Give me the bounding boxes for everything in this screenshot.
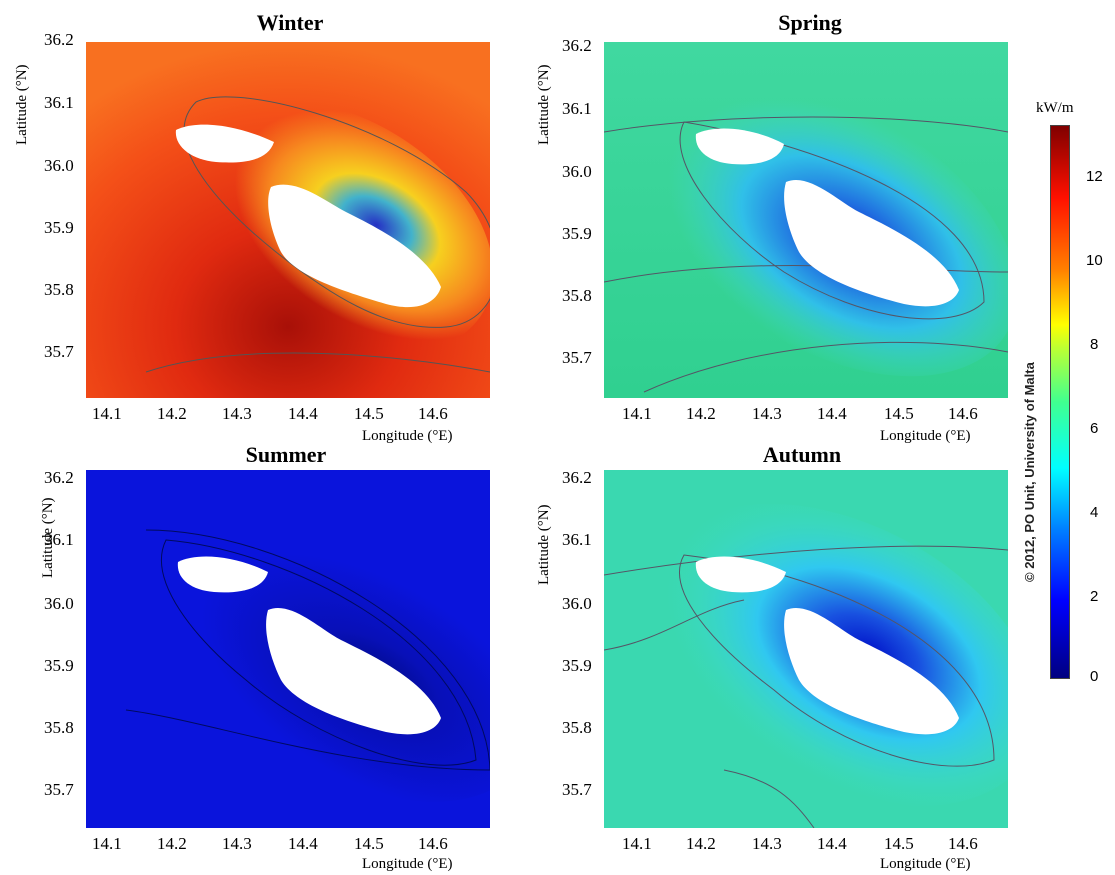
x-tick: 14.2: [686, 834, 716, 853]
colorbar: [1050, 125, 1070, 679]
y-tick: 35.8: [44, 280, 74, 299]
colorbar-tick: 2: [1090, 588, 1099, 605]
x-tick: 14.4: [288, 404, 318, 423]
panel-title-autumn: Autumn: [762, 442, 842, 467]
x-axis-label-autumn: Longitude (°E): [880, 856, 971, 872]
y-tick: 36.0: [44, 594, 74, 613]
x-tick: 14.5: [354, 834, 384, 853]
y-tick: 36.1: [44, 530, 74, 549]
y-tick: 36.0: [44, 156, 74, 175]
x-tick: 14.6: [418, 404, 448, 423]
y-tick: 36.2: [562, 36, 592, 55]
x-tick: 14.5: [354, 404, 384, 423]
y-tick: 36.1: [44, 93, 74, 112]
y-tick: 36.1: [562, 99, 592, 118]
x-axis-label-winter: Longitude (°E): [362, 428, 453, 444]
colorbar-tick: 0: [1090, 668, 1099, 685]
y-tick: 35.7: [44, 342, 74, 361]
y-tick: 36.0: [562, 594, 592, 613]
x-tick: 14.1: [92, 834, 122, 853]
y-tick: 35.7: [562, 348, 592, 367]
y-tick: 36.1: [562, 530, 592, 549]
x-axis-label-summer: Longitude (°E): [362, 856, 453, 872]
x-tick: 14.5: [884, 834, 914, 853]
x-tick: 14.4: [817, 834, 847, 853]
map-spring: [604, 42, 1008, 398]
y-tick: 35.9: [562, 224, 592, 243]
x-tick: 14.6: [948, 404, 978, 423]
panel-title-summer: Summer: [245, 442, 327, 467]
y-tick: 36.0: [562, 162, 592, 181]
x-tick: 14.4: [817, 404, 847, 423]
y-tick: 36.2: [44, 468, 74, 487]
x-tick: 14.2: [157, 834, 187, 853]
y-tick: 35.7: [44, 780, 74, 799]
x-tick: 14.3: [222, 834, 252, 853]
x-tick: 14.3: [752, 404, 782, 423]
panel-title-spring: Spring: [778, 10, 842, 35]
x-tick: 14.3: [752, 834, 782, 853]
panel-title-winter: Winter: [256, 10, 324, 35]
copyright-credit: © 2012, PO Unit, University of Malta: [1022, 362, 1037, 582]
colorbar-tick: 8: [1090, 336, 1099, 353]
y-tick: 35.8: [44, 718, 74, 737]
colorbar-tick: 12: [1086, 168, 1103, 185]
y-axis-label-winter: Latitude (°N): [14, 64, 30, 145]
x-tick: 14.1: [622, 404, 652, 423]
map-autumn: [604, 470, 1008, 828]
y-tick: 36.2: [562, 468, 592, 487]
map-summer: [86, 470, 490, 828]
x-tick: 14.5: [884, 404, 914, 423]
x-tick: 14.1: [622, 834, 652, 853]
y-tick: 35.9: [562, 656, 592, 675]
land-malta: [268, 184, 441, 308]
x-tick: 14.6: [418, 834, 448, 853]
y-tick: 36.2: [44, 30, 74, 49]
x-tick: 14.2: [157, 404, 187, 423]
x-tick: 14.3: [222, 404, 252, 423]
x-tick: 14.2: [686, 404, 716, 423]
x-tick: 14.6: [948, 834, 978, 853]
y-tick: 35.9: [44, 218, 74, 237]
y-tick: 35.8: [562, 718, 592, 737]
y-tick: 35.8: [562, 286, 592, 305]
colorbar-tick: 6: [1090, 420, 1099, 437]
x-tick: 14.1: [92, 404, 122, 423]
colorbar-unit: kW/m: [1036, 100, 1074, 116]
map-winter: [86, 42, 490, 398]
y-tick: 35.9: [44, 656, 74, 675]
x-tick: 14.4: [288, 834, 318, 853]
y-tick: 35.7: [562, 780, 592, 799]
y-axis-label-spring: Latitude (°N): [536, 64, 552, 145]
x-axis-label-spring: Longitude (°E): [880, 428, 971, 444]
land-gozo: [175, 124, 274, 163]
colorbar-tick: 4: [1090, 504, 1099, 521]
colorbar-tick: 10: [1086, 252, 1103, 269]
y-axis-label-autumn: Latitude (°N): [536, 504, 552, 585]
